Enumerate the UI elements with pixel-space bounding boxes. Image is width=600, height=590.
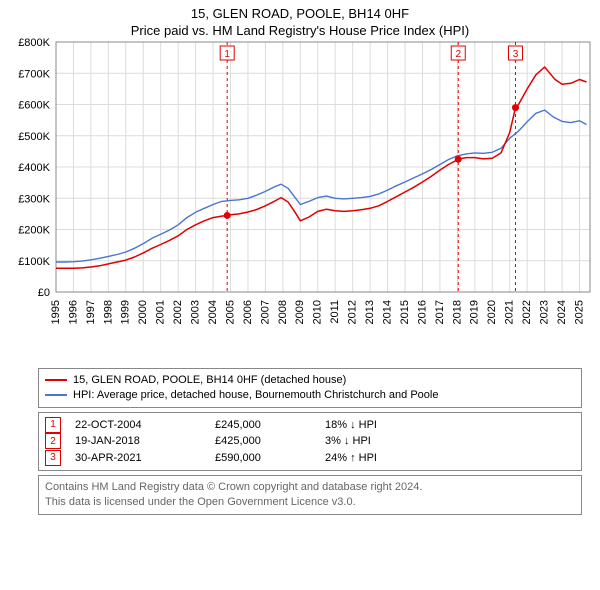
event-date-2: 19-JAN-2018 [75,433,215,450]
event-date-3: 30-APR-2021 [75,450,215,467]
footer-line-1: Contains HM Land Registry data © Crown c… [45,480,575,495]
svg-text:£0: £0 [38,287,50,299]
svg-text:3: 3 [513,49,519,60]
svg-text:2021: 2021 [504,300,516,324]
svg-text:2003: 2003 [190,300,202,324]
svg-text:2002: 2002 [172,300,184,324]
event-price-3: £590,000 [215,450,325,467]
svg-text:2007: 2007 [259,300,271,324]
page-title-line2: Price paid vs. HM Land Registry's House … [0,23,600,38]
svg-text:£500K: £500K [18,131,50,143]
svg-text:2016: 2016 [416,300,428,324]
legend-label-price: 15, GLEN ROAD, POOLE, BH14 0HF (detached… [73,373,346,388]
svg-text:£800K: £800K [18,38,50,49]
legend: 15, GLEN ROAD, POOLE, BH14 0HF (detached… [38,368,582,408]
svg-text:2001: 2001 [155,300,167,324]
event-row-2: 2 19-JAN-2018 £425,000 3% ↓ HPI [45,433,575,450]
svg-text:2024: 2024 [556,300,568,324]
svg-text:£300K: £300K [18,193,50,205]
svg-text:2006: 2006 [242,300,254,324]
svg-text:2018: 2018 [451,300,463,324]
svg-text:2010: 2010 [312,300,324,324]
events-table: 1 22-OCT-2004 £245,000 18% ↓ HPI 2 19-JA… [38,412,582,472]
svg-text:2015: 2015 [399,300,411,324]
legend-item-price: 15, GLEN ROAD, POOLE, BH14 0HF (detached… [45,373,575,388]
svg-text:2012: 2012 [347,300,359,324]
svg-text:2019: 2019 [469,300,481,324]
event-row-1: 1 22-OCT-2004 £245,000 18% ↓ HPI [45,417,575,434]
event-price-2: £425,000 [215,433,325,450]
svg-text:2011: 2011 [329,300,341,324]
svg-text:1997: 1997 [85,300,97,324]
svg-text:1995: 1995 [50,300,62,324]
event-marker-2: 2 [45,433,61,449]
svg-text:2000: 2000 [137,300,149,324]
svg-text:£600K: £600K [18,100,50,112]
price-chart: £0 £100K £200K £300K £400K £500K £600K £700K £80… [0,38,600,368]
event-diff-2: 3% ↓ HPI [325,433,371,450]
svg-text:2009: 2009 [294,300,306,324]
svg-text:2017: 2017 [434,300,446,324]
svg-text:2023: 2023 [539,300,551,324]
svg-text:£100K: £100K [18,256,50,268]
legend-swatch-price [45,379,67,381]
event-price-1: £245,000 [215,417,325,434]
svg-text:£200K: £200K [18,225,50,237]
svg-text:2025: 2025 [573,300,585,324]
event-marker-1: 1 [45,417,61,433]
legend-item-hpi: HPI: Average price, detached house, Bour… [45,388,575,403]
attribution-footer: Contains HM Land Registry data © Crown c… [38,475,582,515]
event-date-1: 22-OCT-2004 [75,417,215,434]
svg-text:2008: 2008 [277,300,289,324]
event-diff-1: 18% ↓ HPI [325,417,377,434]
page-title-line1: 15, GLEN ROAD, POOLE, BH14 0HF [0,6,600,21]
svg-text:1998: 1998 [102,300,114,324]
svg-text:2005: 2005 [224,300,236,324]
footer-line-2: This data is licensed under the Open Gov… [45,495,575,510]
svg-text:2020: 2020 [486,300,498,324]
svg-text:£400K: £400K [18,162,50,174]
svg-text:2022: 2022 [521,300,533,324]
svg-text:2004: 2004 [207,300,219,324]
legend-swatch-hpi [45,394,67,396]
svg-text:1996: 1996 [67,300,79,324]
event-marker-3: 3 [45,450,61,466]
svg-text:2013: 2013 [364,300,376,324]
svg-text:1: 1 [224,49,230,60]
svg-text:2014: 2014 [381,300,393,324]
svg-text:1999: 1999 [120,300,132,324]
legend-label-hpi: HPI: Average price, detached house, Bour… [73,388,438,403]
event-row-3: 3 30-APR-2021 £590,000 24% ↑ HPI [45,450,575,467]
svg-text:£700K: £700K [18,68,50,80]
svg-text:2: 2 [455,49,461,60]
event-diff-3: 24% ↑ HPI [325,450,377,467]
